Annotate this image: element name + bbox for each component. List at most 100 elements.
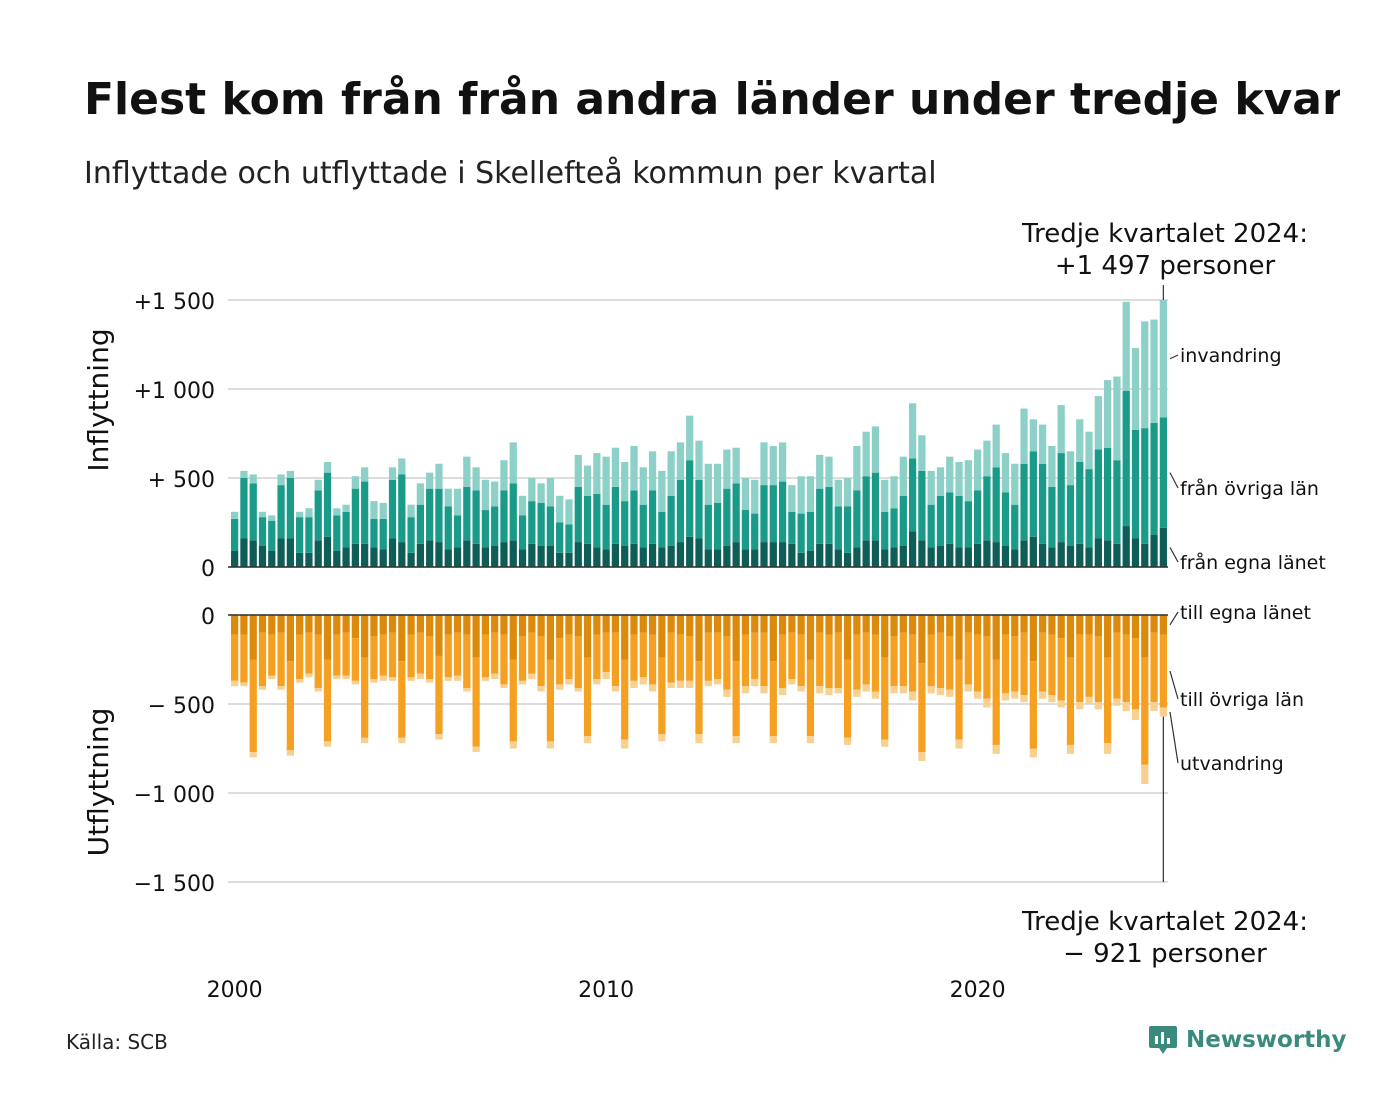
- bar-till-övriga-län: [918, 663, 926, 753]
- bar-från-egna-länet: [797, 552, 805, 567]
- bar-till-egna-länet: [686, 615, 694, 637]
- bar-från-egna-länet: [964, 547, 972, 567]
- bar-utvandring: [1159, 707, 1167, 717]
- bar-från-egna-länet: [788, 543, 796, 567]
- bar-utvandring: [908, 691, 917, 701]
- grid-layer: [228, 299, 1168, 883]
- bar-från-egna-länet: [463, 540, 471, 567]
- bar-till-egna-länet: [825, 615, 833, 635]
- bar-från-övriga-län: [258, 517, 267, 546]
- series-label: till övriga län: [1180, 689, 1304, 711]
- bar-utvandring: [760, 686, 768, 694]
- bar-till-egna-länet: [741, 615, 750, 635]
- bar-invandring: [528, 478, 536, 502]
- bar-från-egna-länet: [955, 547, 963, 567]
- bar-utvandring: [379, 675, 387, 681]
- bar-till-övriga-län: [908, 634, 917, 692]
- bar-till-övriga-län: [797, 634, 805, 687]
- y-tick-label: 0: [201, 605, 215, 630]
- bar-från-övriga-län: [1150, 422, 1158, 535]
- bar-utvandring: [565, 679, 573, 685]
- bar-från-övriga-län: [713, 502, 722, 550]
- bar-till-egna-länet: [296, 615, 304, 635]
- bar-från-egna-länet: [556, 552, 564, 567]
- y-tick-label: +1 000: [134, 379, 215, 404]
- bar-invandring: [370, 501, 378, 519]
- bar-utvandring: [853, 689, 861, 697]
- bar-utvandring: [398, 737, 406, 744]
- bar-invandring: [834, 479, 842, 507]
- bar-invandring: [1011, 463, 1019, 505]
- bar-från-övriga-län: [1066, 485, 1075, 546]
- bar-från-egna-länet: [398, 542, 406, 567]
- bar-från-övriga-län: [268, 520, 276, 551]
- bar-invandring: [240, 470, 248, 478]
- bar-till-egna-länet: [1057, 615, 1065, 639]
- bar-till-övriga-län: [583, 657, 592, 737]
- bar-från-egna-länet: [936, 545, 945, 567]
- bar-från-övriga-län: [658, 511, 666, 548]
- bar-utvandring: [240, 682, 248, 687]
- bar-invandring: [258, 511, 267, 518]
- bar-till-egna-länet: [1150, 615, 1158, 633]
- bar-från-övriga-län: [593, 494, 601, 548]
- bar-från-egna-länet: [1076, 543, 1084, 567]
- brand-name: Newsworthy: [1186, 1027, 1347, 1053]
- bar-invandring: [1048, 445, 1056, 487]
- bar-utvandring: [834, 687, 842, 694]
- bar-till-egna-länet: [453, 615, 462, 633]
- bar-från-egna-länet: [407, 552, 415, 567]
- bar-från-egna-länet: [453, 547, 462, 567]
- bar-till-egna-länet: [463, 615, 471, 635]
- bar-invandring: [323, 461, 332, 473]
- bar-utvandring: [927, 686, 935, 694]
- label-leader-line: [1169, 547, 1179, 563]
- bar-till-övriga-län: [816, 632, 824, 687]
- bar-från-egna-länet: [296, 552, 304, 567]
- bar-till-egna-länet: [908, 615, 917, 635]
- bar-från-egna-länet: [704, 549, 712, 567]
- bar-från-övriga-län: [955, 495, 963, 548]
- bar-invandring: [955, 461, 963, 496]
- bar-från-egna-länet: [388, 538, 397, 567]
- bar-utvandring: [648, 684, 657, 692]
- bar-från-övriga-län: [825, 486, 833, 544]
- bar-från-egna-länet: [918, 540, 926, 567]
- brand-logo[interactable]: Newsworthy: [1148, 1024, 1347, 1056]
- bar-till-övriga-län: [249, 659, 257, 753]
- bar-från-övriga-län: [797, 513, 805, 553]
- bar-från-övriga-län: [296, 517, 304, 553]
- bar-från-övriga-län: [686, 460, 694, 537]
- bar-till-övriga-län: [806, 659, 815, 737]
- bar-utvandring: [769, 736, 777, 744]
- bar-från-egna-länet: [305, 552, 313, 567]
- bar-till-övriga-län: [751, 632, 759, 680]
- bar-från-övriga-län: [1076, 461, 1084, 544]
- bar-till-egna-länet: [611, 615, 620, 633]
- bar-invandring: [453, 488, 462, 516]
- bar-invandring: [862, 431, 870, 477]
- bar-till-egna-länet: [732, 615, 740, 662]
- bar-invandring: [853, 445, 861, 491]
- bar-till-övriga-län: [500, 634, 508, 685]
- bar-från-övriga-län: [500, 490, 508, 543]
- series-label: invandring: [1180, 345, 1282, 367]
- bar-till-övriga-län: [946, 636, 954, 690]
- bar-till-egna-länet: [491, 615, 499, 633]
- bar-från-egna-länet: [695, 538, 703, 567]
- chart-title: Flest kom från från andra länder under t…: [84, 74, 1340, 125]
- bar-från-egna-länet: [1001, 545, 1010, 567]
- bar-från-övriga-län: [1113, 460, 1121, 544]
- bar-från-egna-länet: [639, 547, 647, 567]
- bar-invandring: [788, 485, 796, 512]
- bar-invandring: [1159, 300, 1167, 418]
- series-label: från övriga län: [1180, 477, 1319, 500]
- bar-utvandring: [704, 680, 712, 687]
- bar-invandring: [435, 463, 443, 489]
- bar-från-egna-länet: [881, 549, 889, 567]
- bar-till-övriga-län: [704, 632, 712, 681]
- bar-till-övriga-län: [574, 636, 582, 688]
- bar-från-egna-länet: [333, 550, 341, 567]
- bar-från-övriga-län: [741, 510, 750, 550]
- label-layer: Inflyttning från egna länet från övriga lä…: [82, 219, 1326, 969]
